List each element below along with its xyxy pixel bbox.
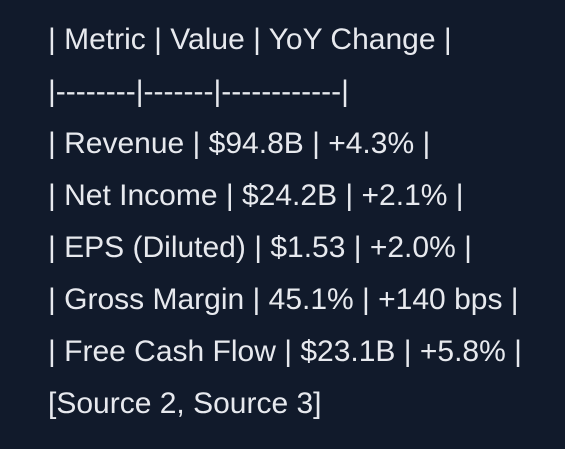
table-header-row: | Metric | Value | YoY Change | <box>48 23 452 56</box>
table-row-free-cash-flow: | Free Cash Flow | $23.1B | +5.8% | <box>48 335 522 368</box>
table-row-gross-margin: | Gross Margin | 45.1% | +140 bps | <box>48 283 519 316</box>
table-separator-row: |--------|-------|------------| <box>48 75 349 108</box>
table-row-revenue: | Revenue | $94.8B | +4.3% | <box>48 127 431 160</box>
table-row-net-income: | Net Income | $24.2B | +2.1% | <box>48 179 464 212</box>
table-row-eps-diluted: | EPS (Diluted) | $1.53 | +2.0% | <box>48 231 472 264</box>
source-citation: [Source 2, Source 3] <box>48 387 322 420</box>
